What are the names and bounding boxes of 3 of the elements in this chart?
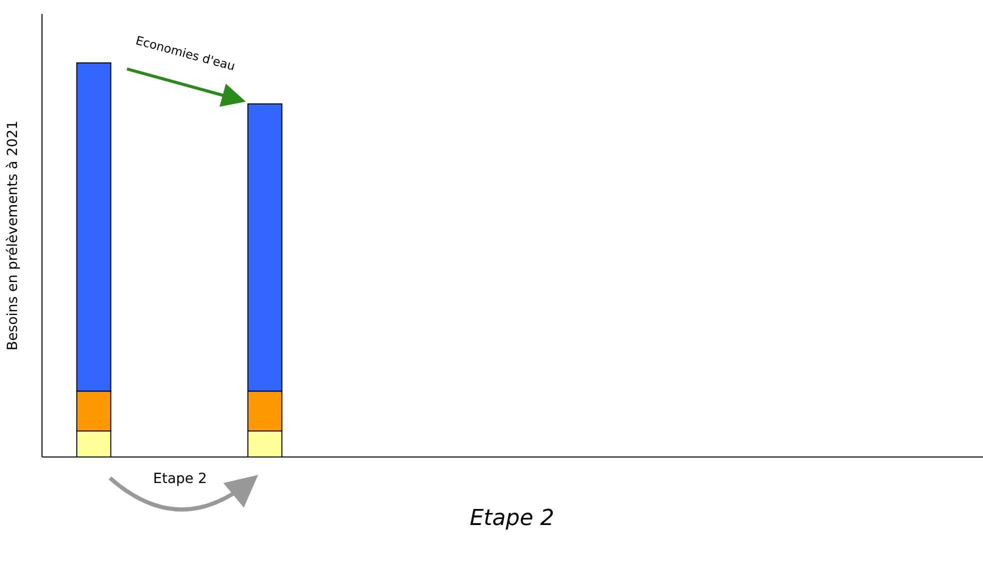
- text: Etape 2: [153, 471, 207, 487]
- text: Etape 2: [470, 506, 554, 531]
- y-axis-title: Besoins en prélèvements à 2021: [4, 120, 21, 350]
